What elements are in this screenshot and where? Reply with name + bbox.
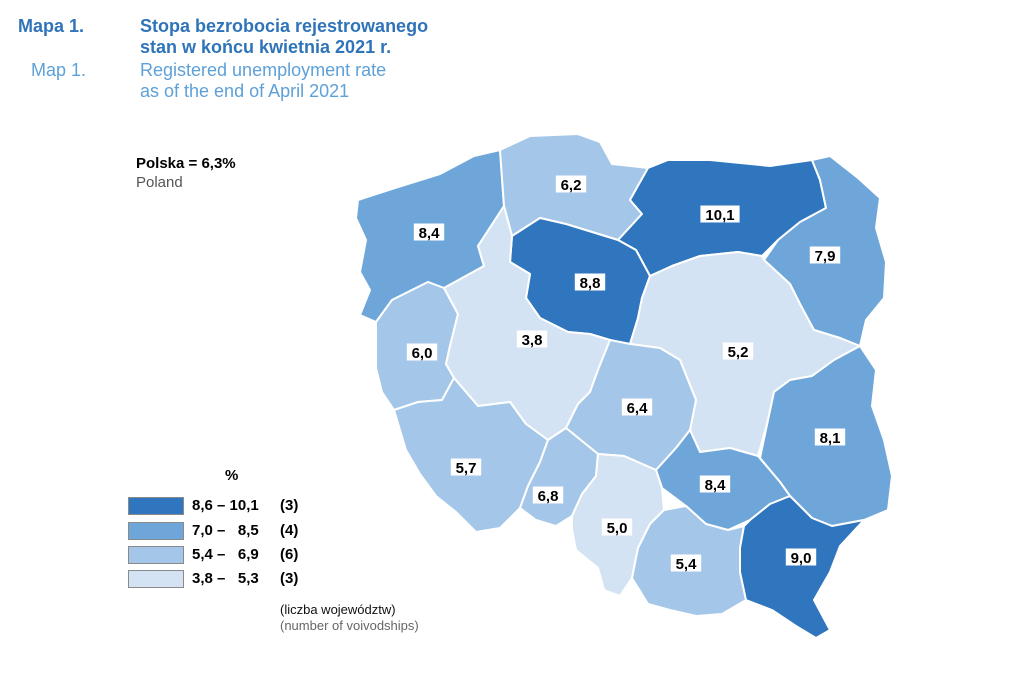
map-title-pl-line1: Stopa bezrobocia rejestrowanego: [140, 16, 429, 36]
legend-note-en: (number of voivodships): [280, 618, 419, 633]
national-rate-pl: Polska = 6,3%: [136, 155, 236, 172]
value-label-warminsko-mazurskie: 10,1: [705, 207, 734, 224]
legend-range: 3,8 – 5,3: [192, 570, 259, 587]
value-label-dolnoslaskie: 5,7: [456, 460, 477, 477]
legend-swatch: [128, 522, 184, 540]
value-label-kujawsko-pomorskie: 8,8: [580, 275, 601, 292]
value-label-bg: [406, 343, 438, 361]
legend-count: (6): [280, 546, 299, 563]
map-label-en: Map 1.: [31, 60, 87, 80]
value-label-malopolskie: 5,4: [676, 556, 698, 573]
value-label-opolskie: 6,8: [538, 488, 559, 505]
map-title-en-line2: as of the end of April 2021: [140, 81, 350, 101]
value-label-pomorskie: 6,2: [561, 177, 582, 194]
value-label-bg: [555, 175, 587, 193]
value-label-bg: [574, 273, 606, 291]
region-podkarpackie: [739, 495, 865, 639]
legend-item: 8,6 – 10,1 (3): [128, 496, 298, 516]
value-label-bg: [700, 205, 740, 223]
map-label-pl: Mapa 1.: [18, 16, 85, 36]
legend-count: (3): [280, 570, 299, 587]
value-label-bg: [516, 330, 548, 348]
value-label-lubuskie: 6,0: [412, 345, 433, 362]
value-label-lubelskie: 8,1: [820, 430, 841, 447]
legend-range: 5,4 – 6,9: [192, 546, 259, 563]
value-label-bg: [601, 518, 633, 536]
legend-swatch: [128, 497, 184, 515]
map-title-pl: Stopa bezrobocia rejestrowanego stan w k…: [140, 16, 500, 58]
value-label-podlaskie: 7,9: [815, 248, 836, 265]
value-label-mazowieckie: 5,2: [728, 344, 749, 361]
value-label-podkarpackie: 9,0: [791, 550, 812, 567]
national-rate: Polska = 6,3% Poland: [136, 155, 236, 191]
value-label-swietokrzyskie: 8,4: [705, 477, 727, 494]
value-label-bg: [785, 548, 817, 566]
value-label-bg: [814, 428, 846, 446]
value-label-bg: [413, 223, 445, 241]
value-label-bg: [532, 486, 564, 504]
map-title-en-line1: Registered unemployment rate: [140, 60, 387, 80]
map-title-en: Registered unemployment rate as of the e…: [140, 60, 500, 102]
legend-swatch: [128, 546, 184, 564]
legend-item: 7,0 – 8,5 (4): [128, 521, 298, 541]
value-label-bg: [722, 342, 754, 360]
legend-range: 7,0 – 8,5: [192, 522, 259, 539]
legend-count: (3): [280, 497, 299, 514]
national-rate-en: Poland: [136, 174, 183, 191]
legend-unit: %: [225, 467, 239, 484]
legend-item: 5,4 – 6,9 (6): [128, 545, 298, 565]
map-title-pl-line2: stan w końcu kwietnia 2021 r.: [140, 37, 392, 57]
value-label-wielkopolskie: 3,8: [522, 332, 543, 349]
legend-range: 8,6 – 10,1: [192, 497, 259, 514]
legend-item: 3,8 – 5,3 (3): [128, 569, 298, 589]
legend-swatch: [128, 570, 184, 588]
value-label-bg: [621, 398, 653, 416]
value-label-bg: [809, 246, 841, 264]
value-label-bg: [670, 554, 702, 572]
value-label-lodzkie: 6,4: [627, 400, 649, 417]
legend-note-pl: (liczba województw): [280, 602, 396, 617]
value-label-slaskie: 5,0: [607, 520, 628, 537]
value-label-bg: [699, 475, 731, 493]
legend-count: (4): [280, 522, 299, 539]
value-label-bg: [450, 458, 482, 476]
value-label-zachodniopomorskie: 8,4: [419, 225, 441, 242]
